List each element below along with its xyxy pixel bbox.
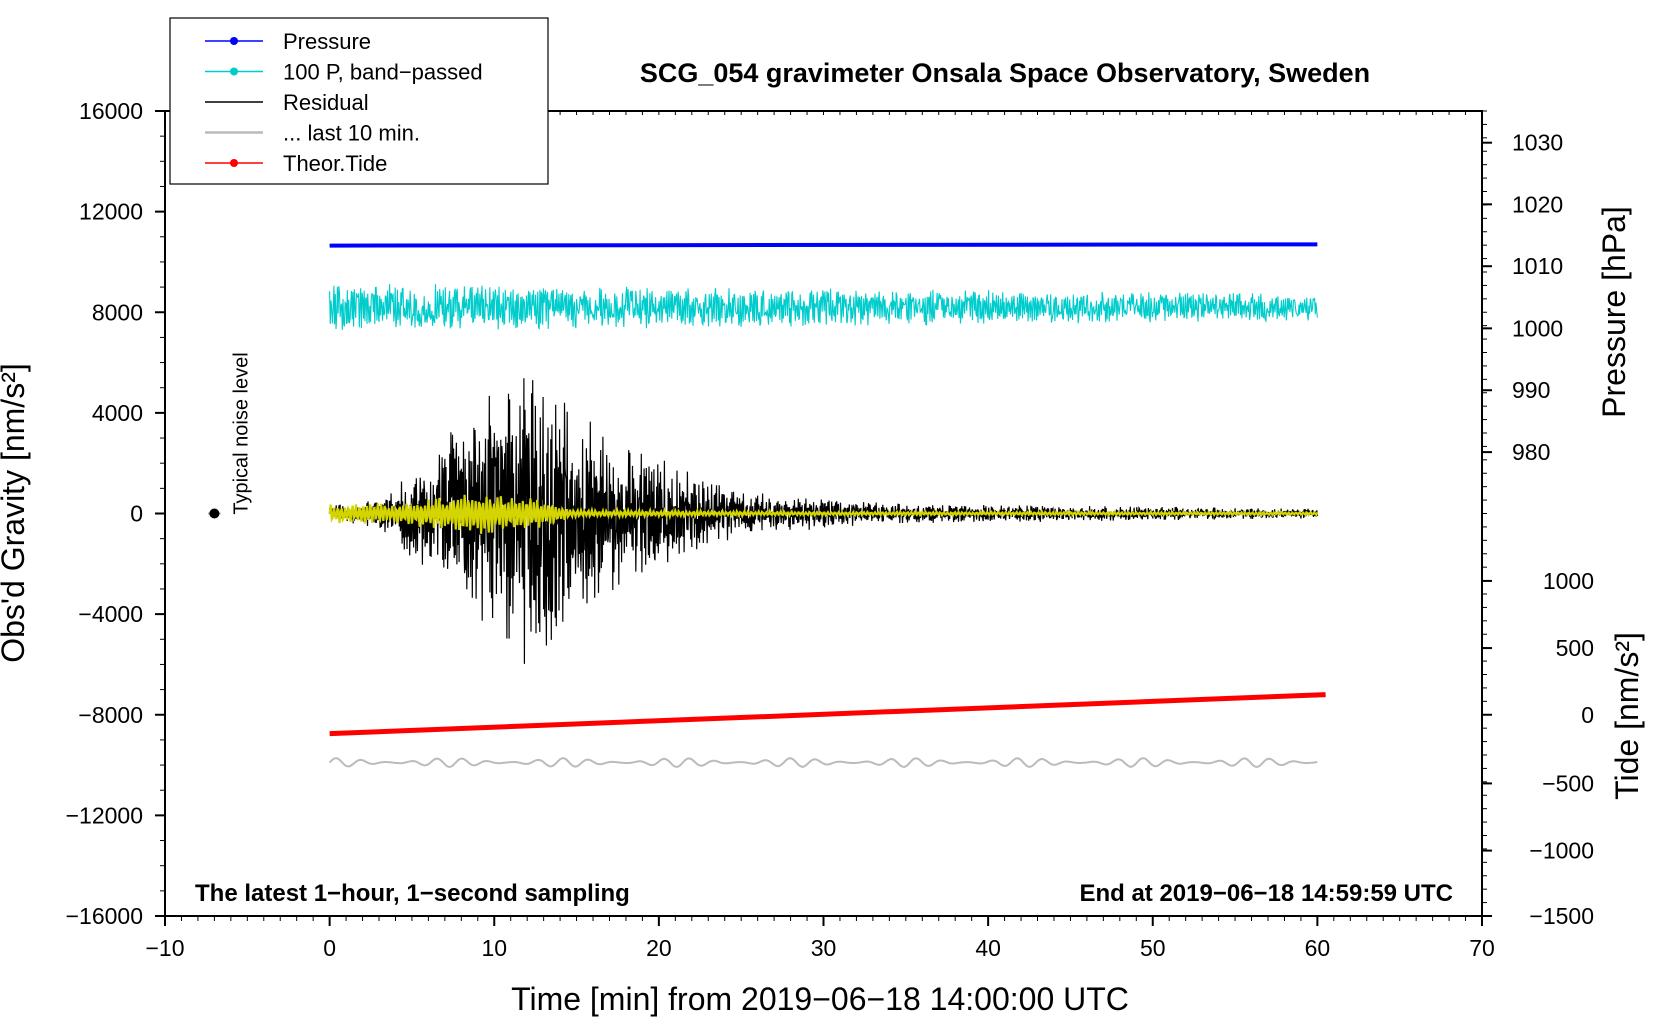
- pressure-axis-ticks: 1030 1020 1010 1000 990 980: [1482, 130, 1563, 465]
- theoretical-tide-line: [329, 692, 1326, 737]
- tide-tick-label: −1000: [1529, 838, 1594, 864]
- legend-label: Residual: [283, 90, 369, 115]
- noise-level-label: Typical noise level: [230, 352, 252, 514]
- sampling-note: The latest 1−hour, 1−second sampling: [195, 880, 630, 907]
- last-10-min-line: [328, 757, 1318, 769]
- noise-dot: [209, 508, 220, 519]
- pressure-axis-label: Pressure [hPa]: [1596, 206, 1632, 418]
- pressure-tick-label: 1030: [1512, 130, 1563, 156]
- legend: Pressure 100 P, band−passed Residual ... la…: [169, 17, 549, 185]
- y-tick-label: −12000: [66, 802, 143, 828]
- tide-axis-label: Tide [nm/s²]: [1609, 632, 1645, 800]
- filtered-residual-line: [328, 494, 1319, 534]
- x-tick-label: 10: [481, 935, 507, 961]
- pressure-tick-label: 1010: [1512, 253, 1563, 279]
- pressure-line: [329, 242, 1318, 248]
- legend-label: Theor.Tide: [283, 151, 387, 176]
- noise-level-marker: Typical noise level: [208, 352, 252, 519]
- tide-axis-ticks: 1000 500 0 −500 −1000 −1500: [1482, 568, 1594, 929]
- x-tick-label: 30: [811, 935, 837, 961]
- tide-tick-label: 500: [1556, 635, 1594, 661]
- legend-items: Pressure 100 P, band−passed Residual ... la…: [205, 29, 483, 176]
- pressure-tick-label: 990: [1512, 377, 1550, 403]
- series-layer: [328, 242, 1326, 769]
- x-tick-label: 0: [323, 935, 336, 961]
- x-tick-label: 60: [1305, 935, 1331, 961]
- residual-line: [329, 378, 1318, 664]
- end-time-note: End at 2019−06−18 14:59:59 UTC: [1079, 880, 1453, 907]
- tide-tick-label: −500: [1542, 770, 1594, 796]
- legend-marker: [230, 67, 238, 76]
- x-axis-label: Time [min] from 2019−06−18 14:00:00 UTC: [511, 981, 1129, 1017]
- band-passed-pressure-line: [329, 284, 1318, 330]
- chart-title: SCG_054 gravimeter Onsala Space Observat…: [640, 58, 1370, 88]
- y-tick-label: −4000: [78, 601, 143, 627]
- left-axis-label: Obs'd Gravity [nm/s²]: [0, 363, 31, 663]
- y-tick-label: −16000: [66, 903, 143, 929]
- pressure-tick-label: 1020: [1512, 191, 1563, 217]
- left-axis-ticks: 16000 12000 8000 4000 0 −4000 −8000 −12000 −1600…: [66, 98, 165, 929]
- x-tick-label: 50: [1140, 935, 1166, 961]
- y-tick-label: 12000: [79, 199, 143, 225]
- legend-box: [169, 17, 549, 185]
- x-tick-label: −10: [145, 935, 184, 961]
- y-tick-label: −8000: [78, 702, 143, 728]
- legend-label: 100 P, band−passed: [283, 60, 483, 85]
- tide-tick-label: 0: [1581, 702, 1594, 728]
- y-tick-label: 8000: [92, 299, 143, 325]
- legend-label: Pressure: [283, 29, 371, 54]
- legend-marker: [230, 159, 238, 167]
- tide-tick-label: −1500: [1529, 903, 1594, 929]
- tide-tick-label: 1000: [1543, 568, 1594, 594]
- legend-label: ... last 10 min.: [283, 121, 420, 146]
- x-tick-label: 20: [646, 935, 672, 961]
- y-tick-label: 0: [130, 501, 143, 527]
- x-tick-label: 40: [975, 935, 1001, 961]
- x-tick-label: 70: [1469, 935, 1495, 961]
- legend-marker: [230, 37, 238, 45]
- y-tick-label: 16000: [79, 98, 143, 124]
- pressure-tick-label: 1000: [1512, 315, 1563, 341]
- y-tick-label: 4000: [92, 400, 143, 426]
- minor-ticks: [160, 110, 1487, 921]
- pressure-tick-label: 980: [1512, 439, 1550, 465]
- x-axis-ticks: −10 0 10 20 30 40 50 60 70: [145, 916, 1495, 961]
